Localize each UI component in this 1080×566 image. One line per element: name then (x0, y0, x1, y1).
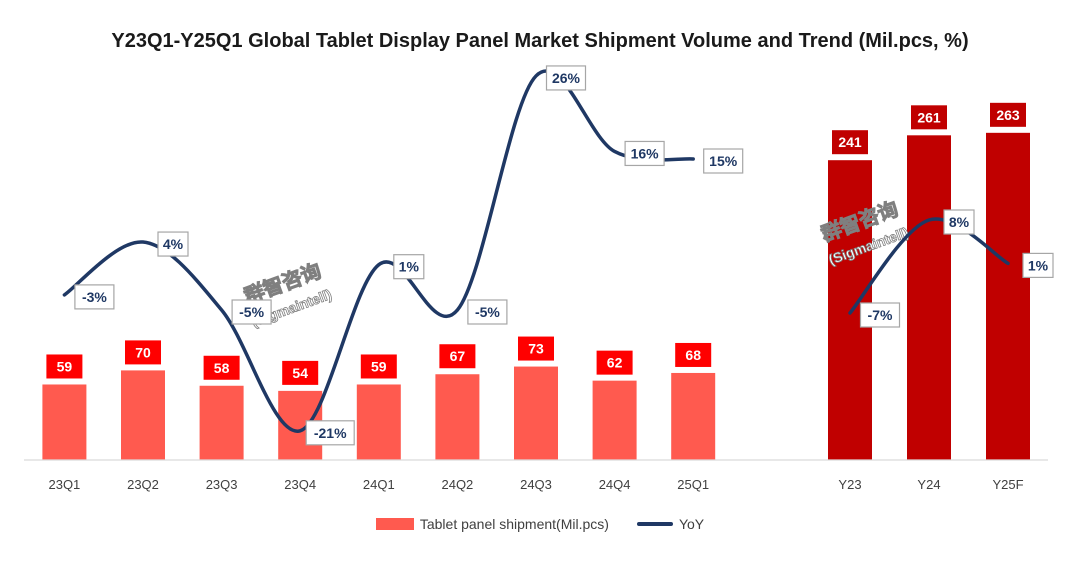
legend: Tablet panel shipment(Mil.pcs) YoY (0, 512, 1080, 536)
quarterly-yoy-box-7 (624, 140, 665, 167)
yoy-lines-layer (62, 69, 1010, 433)
quarterly-label-24Q2: 67 (450, 348, 466, 364)
x-tick-25Q1: 25Q1 (677, 477, 709, 492)
annual-label-box-Y23 (832, 130, 868, 155)
quarterly-label-24Q1: 59 (371, 358, 387, 374)
annual-yoy-label-1: 8% (949, 214, 970, 230)
bars-layer (42, 132, 1030, 461)
quarterly-label-box-24Q2 (439, 344, 476, 369)
x-tick-Y24: Y24 (917, 477, 940, 492)
annual-label-Y23: 241 (838, 134, 862, 150)
x-tick-Y25F: Y25F (992, 477, 1023, 492)
quarterly-label-24Q3: 73 (528, 341, 544, 357)
x-tick-23Q2: 23Q2 (127, 477, 159, 492)
x-tick-24Q2: 24Q2 (441, 477, 473, 492)
annual-label-box-Y25F (990, 102, 1026, 127)
annual-label-box-Y24 (911, 105, 947, 130)
quarterly-bar-23Q3 (199, 385, 244, 460)
quarterly-yoy-label-1: 4% (163, 236, 184, 252)
quarterly-bar-24Q4 (592, 380, 637, 460)
quarterly-yoy-label-6: 26% (552, 70, 581, 86)
quarterly-yoy-label-5: -5% (475, 304, 500, 320)
annual-label-Y25F: 263 (996, 107, 1020, 123)
quarterly-label-box-24Q1 (360, 354, 397, 379)
x-tick-Y23: Y23 (838, 477, 861, 492)
quarterly-label-24Q4: 62 (607, 355, 623, 371)
watermark-layer: 群智咨询(Sigmaintell)群智咨询(Sigmaintell) (239, 196, 911, 330)
legend-item-shipment: Tablet panel shipment(Mil.pcs) (375, 516, 609, 532)
quarterly-label-23Q4: 54 (292, 365, 308, 381)
quarterly-yoy-box-8 (703, 148, 744, 174)
legend-item-yoy: YoY (636, 516, 705, 532)
quarterly-label-25Q1: 68 (685, 347, 701, 363)
legend-label-yoy: YoY (678, 516, 705, 532)
quarterly-yoy-label-0: -3% (82, 289, 107, 305)
data-labels-layer: 59 70 58 54 59 67 73 62 68 241 261 263 -3% 4% -5% -21% 1… (46, 65, 1054, 446)
quarterly-bar-23Q2 (121, 370, 165, 460)
quarterly-yoy-box-3 (305, 420, 355, 446)
x-tick-24Q1: 24Q1 (363, 477, 395, 492)
x-axis: 23Q1 23Q2 23Q3 23Q4 24Q1 24Q2 24Q3 24Q4 25Q1 Y23 Y… (24, 459, 1048, 492)
quarterly-yoy-box-6 (545, 65, 587, 91)
annual-yoy-label-2: 1% (1028, 257, 1049, 273)
annual-yoy-box-1 (943, 209, 975, 235)
quarterly-label-box-23Q2 (125, 340, 161, 365)
legend-swatch-bar (375, 518, 414, 530)
x-tick-24Q4: 24Q4 (599, 477, 631, 492)
annual-label-Y24: 261 (917, 109, 941, 125)
legend-swatch-line (636, 522, 673, 526)
quarterly-yoy-label-2: -5% (239, 304, 264, 320)
yoy-line-quarterly (62, 69, 695, 433)
quarterly-label-23Q1: 59 (57, 358, 73, 374)
annual-yoy-label-0: -7% (868, 307, 893, 323)
quarterly-yoy-box-4 (393, 254, 425, 280)
quarterly-label-box-24Q4 (596, 350, 633, 375)
quarterly-yoy-label-4: 1% (399, 259, 420, 275)
quarterly-yoy-box-0 (74, 284, 115, 310)
quarterly-label-box-23Q4 (282, 360, 319, 385)
quarterly-bar-25Q1 (671, 372, 716, 460)
quarterly-label-box-24Q3 (518, 336, 554, 361)
quarterly-yoy-label-8: 15% (709, 153, 738, 169)
quarterly-yoy-box-5 (467, 299, 508, 325)
annual-yoy-box-2 (1022, 252, 1054, 278)
x-tick-23Q4: 23Q4 (284, 477, 316, 492)
quarterly-label-box-23Q1 (46, 354, 83, 379)
annual-bar-Y25F (986, 132, 1030, 460)
quarterly-label-box-25Q1 (675, 342, 712, 367)
quarterly-bar-23Q1 (42, 384, 87, 460)
quarterly-bar-24Q2 (435, 374, 480, 460)
annual-bar-Y24 (907, 135, 951, 461)
x-tick-23Q1: 23Q1 (48, 477, 80, 492)
quarterly-yoy-label-7: 16% (631, 145, 660, 161)
yoy-line-annual (848, 217, 1010, 315)
quarterly-bar-24Q3 (514, 366, 558, 460)
legend-label-shipment: Tablet panel shipment(Mil.pcs) (419, 516, 609, 532)
x-tick-23Q3: 23Q3 (206, 477, 238, 492)
quarterly-label-box-23Q3 (203, 355, 240, 380)
x-tick-24Q3: 24Q3 (520, 477, 552, 492)
quarterly-label-23Q3: 58 (214, 360, 230, 376)
quarterly-label-23Q2: 70 (135, 344, 151, 360)
quarterly-yoy-box-2 (231, 299, 272, 325)
quarterly-yoy-box-1 (157, 231, 189, 257)
chart-title: Y23Q1-Y25Q1 Global Tablet Display Panel … (111, 30, 969, 52)
quarterly-yoy-label-3: -21% (314, 425, 347, 441)
quarterly-bar-24Q1 (356, 384, 401, 460)
annual-yoy-box-0 (859, 302, 901, 328)
